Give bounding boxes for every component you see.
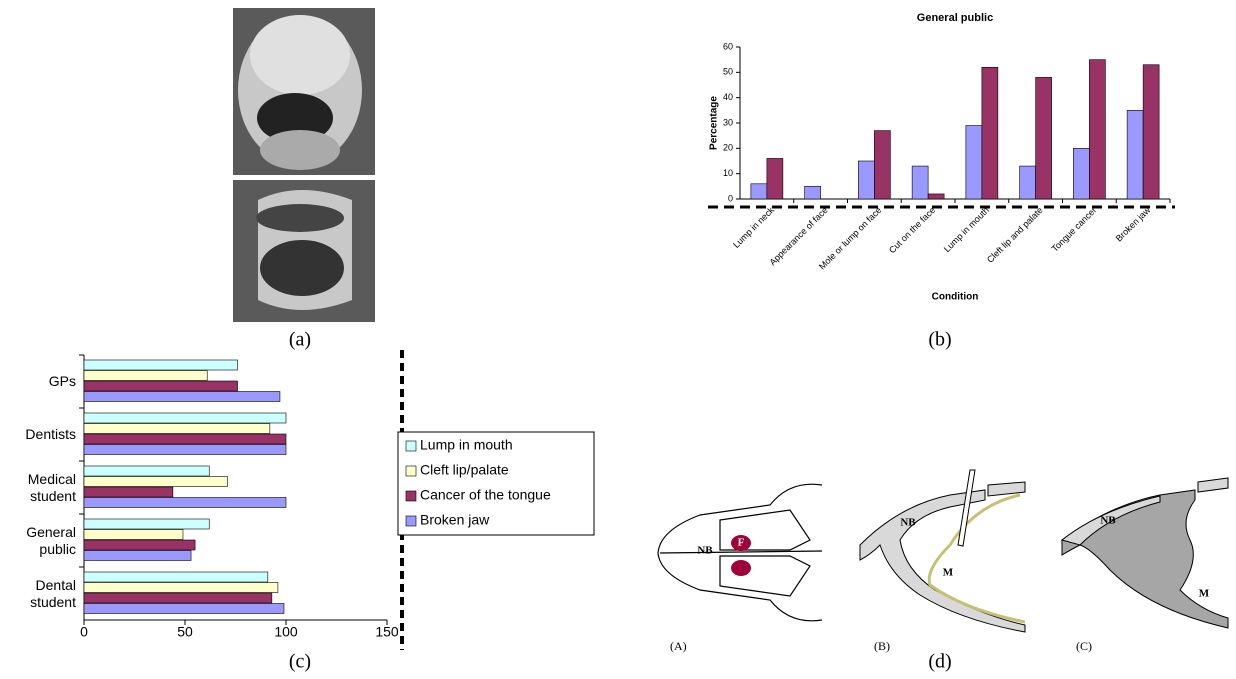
x-tick-label: Tongue cancer (1050, 205, 1099, 254)
y-tick-label: Dental student (0, 567, 76, 620)
legend-swatch (406, 441, 416, 451)
figure-canvas: (a) (b) (c) (d) (A) (B) (C) NB F NB M NB M General pu… (0, 0, 1236, 679)
x-tick-label: 150 (375, 624, 399, 640)
diagram-c (1062, 478, 1228, 628)
legend-swatch (406, 466, 416, 476)
legend-label: Cancer of the tongue (420, 487, 551, 503)
bar (84, 519, 209, 529)
diagram-label: (B) (874, 639, 890, 653)
y-tick-label: 40 (723, 92, 733, 102)
panel-label: (a) (289, 329, 311, 351)
bar (84, 392, 280, 402)
bar (912, 166, 928, 199)
bar (966, 126, 982, 199)
bar (84, 583, 278, 593)
bar (84, 424, 270, 434)
bar (982, 67, 998, 199)
figure: (a) (b) (c) (d) (A) (B) (C) NB F NB M NB M General pu… (0, 0, 1236, 679)
bar (84, 371, 207, 381)
x-tick-label: Cleft lip and palate (985, 205, 1045, 265)
bar (767, 158, 783, 199)
legend-label: Lump in mouth (420, 437, 513, 453)
y-tick-label: 20 (723, 143, 733, 153)
bar (751, 184, 767, 199)
bar (1073, 148, 1089, 199)
diagram-a (658, 484, 822, 621)
bar (805, 186, 821, 199)
diagram-mark: M (1199, 588, 1210, 600)
x-tick-label: Appearance of face (767, 205, 829, 267)
panel-label: (d) (928, 651, 951, 673)
panel-label: (c) (289, 651, 311, 673)
y-tick-label: 30 (723, 117, 733, 127)
y-tick-label: General public (0, 514, 76, 567)
bar (84, 487, 173, 497)
diagram-mark: M (943, 567, 954, 579)
y-tick-label: 60 (723, 41, 733, 51)
x-tick-label: Lump in mouth (942, 205, 991, 254)
y-tick-label: 50 (723, 67, 733, 77)
bar (84, 572, 268, 582)
bar (1089, 60, 1105, 199)
y-tick-label-box: Dentists (0, 408, 76, 461)
y-tick-label: 10 (723, 168, 733, 178)
x-tick-label: 0 (80, 624, 88, 640)
panel-label: (b) (928, 329, 951, 351)
y-tick-label: 0 (728, 193, 733, 203)
diagram-mark: NB (900, 517, 916, 529)
diagram-label: (A) (670, 639, 687, 653)
y-tick-label-box: GPs (0, 355, 76, 408)
bar (1127, 110, 1143, 199)
chart-title: General public (917, 12, 993, 24)
bar (84, 413, 286, 423)
bar (84, 381, 238, 391)
bar (84, 498, 286, 508)
legend-swatch (406, 516, 416, 526)
bar (1036, 77, 1052, 199)
x-tick-label: 100 (274, 624, 298, 640)
x-tick-label: Cut on the face (887, 205, 937, 255)
x-tick-label: Broken jaw (1114, 205, 1153, 244)
bar (84, 434, 286, 444)
bar (84, 445, 286, 455)
bar (874, 131, 890, 199)
legend-swatch (406, 491, 416, 501)
legend-label: Broken jaw (420, 512, 490, 528)
bar (928, 194, 944, 199)
y-axis-label: Percentage (709, 96, 720, 150)
diagram-label: (C) (1076, 639, 1092, 653)
diagram-mark: NB (1100, 515, 1116, 527)
x-tick-label: Lump in neck (731, 205, 776, 250)
bar (858, 161, 874, 199)
legend-label: Cleft lip/palate (420, 462, 509, 478)
bar (84, 466, 209, 476)
y-tick-label-box: Dental student (0, 567, 76, 620)
x-tick-label: 50 (177, 624, 193, 640)
diagram-mark: NB (697, 545, 713, 557)
bar (84, 604, 284, 614)
x-axis-label: Condition (932, 292, 979, 303)
skull-images (233, 8, 375, 322)
bar (84, 360, 238, 370)
y-tick-label: Dentists (0, 408, 76, 461)
bar (84, 540, 195, 550)
x-tick-label: Mole or lump on face (817, 205, 884, 272)
y-tick-label-box: General public (0, 514, 76, 567)
diagram-b (860, 470, 1025, 632)
bar (1143, 65, 1159, 199)
bar (84, 593, 272, 603)
bar (84, 530, 183, 540)
diagram-mark: F (738, 537, 745, 549)
bar (84, 551, 191, 561)
y-tick-label: GPs (0, 355, 76, 408)
bar (1020, 166, 1036, 199)
y-tick-label: Medical student (0, 461, 76, 514)
y-tick-label-box: Medical student (0, 461, 76, 514)
bar (84, 477, 227, 487)
